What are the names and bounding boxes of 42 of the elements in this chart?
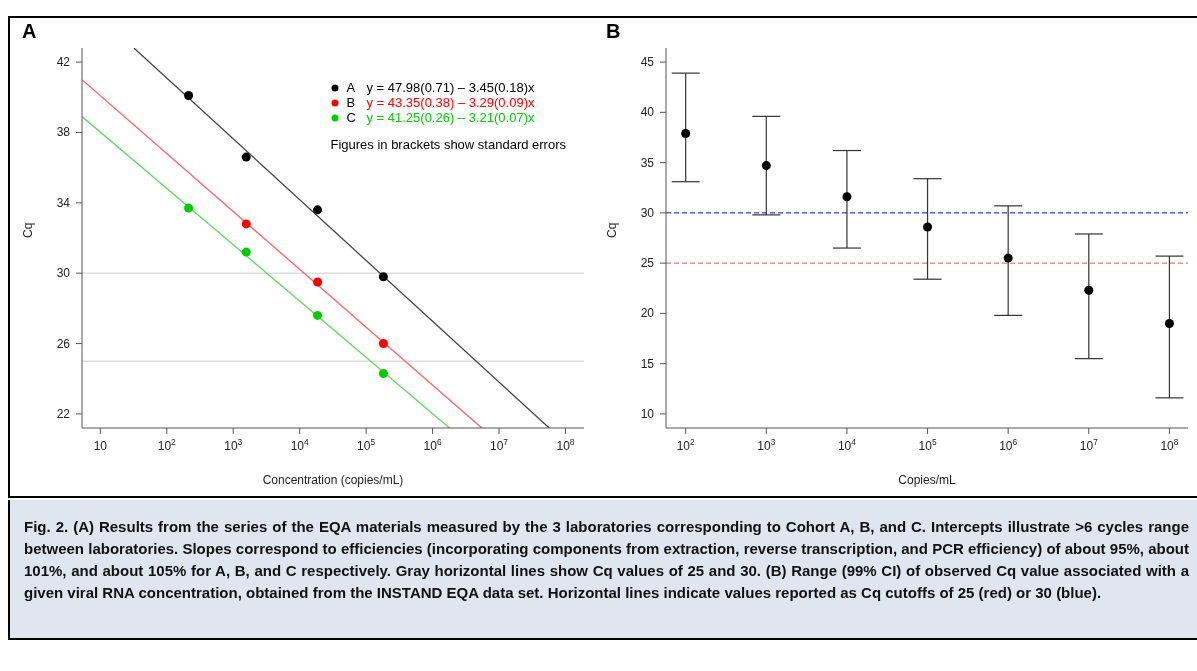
y-tick-label: 38 (56, 125, 71, 140)
y-tick-label: 26 (56, 336, 71, 351)
annotation: y = 43.35(0.38) – 3.29(0.09)x (366, 95, 535, 110)
legend-label: A (346, 80, 356, 95)
y-tick-label: 30 (56, 266, 71, 281)
annotation: y = 41.25(0.26) – 3.21(0.07)x (366, 110, 535, 125)
x-tick-label: 10$^{7}$ (490, 437, 509, 453)
chart-title: B (606, 20, 621, 42)
x-tick-label: 10$^{3}$ (224, 437, 243, 453)
y-tick-label: 42 (56, 55, 71, 70)
y-tick-label: 15 (640, 356, 655, 371)
y-tick-label: 30 (640, 205, 655, 220)
x-axis-title: Copies/mL (898, 473, 956, 487)
x-tick-label: 10$^{2}$ (676, 437, 696, 453)
y-tick-label: 35 (640, 155, 655, 170)
y-tick-label: 25 (640, 256, 655, 271)
x-axis-title: Concentration (copies/mL) (262, 473, 404, 487)
legend-label: C (346, 110, 356, 125)
x-tick-label: 10$^{5}$ (918, 437, 937, 453)
annotation: y = 47.98(0.71) – 3.45(0.18)x (366, 80, 535, 95)
x-tick-label: 10$^{8}$ (1160, 437, 1179, 453)
x-tick-label: 10$^{4}$ (290, 437, 310, 453)
x-tick-label: 10$^{5}$ (357, 437, 376, 453)
legend-label: B (346, 95, 356, 110)
x-tick-label: 10$^{3}$ (757, 437, 776, 453)
x-tick-label: 10 (93, 439, 108, 453)
x-tick-label: 10$^{6}$ (999, 437, 1018, 453)
chart-title: A (22, 20, 37, 42)
y-tick-label: 45 (640, 55, 655, 70)
y-tick-label: 10 (640, 406, 655, 421)
x-tick-label: 10$^{4}$ (837, 437, 857, 453)
x-tick-label: 10$^{2}$ (157, 437, 177, 453)
y-tick-label: 34 (56, 195, 71, 210)
y-axis-title: Cq (605, 222, 620, 238)
annotation: Figures in brackets show standard errors (330, 137, 566, 152)
x-tick-label: 10$^{8}$ (556, 437, 575, 453)
x-tick-label: 10$^{6}$ (423, 437, 442, 453)
y-axis-title: Cq (21, 222, 36, 238)
y-tick-label: 40 (640, 105, 655, 120)
y-tick-label: 20 (640, 306, 655, 321)
y-tick-label: 22 (56, 406, 71, 421)
x-tick-label: 10$^{7}$ (1079, 437, 1099, 453)
